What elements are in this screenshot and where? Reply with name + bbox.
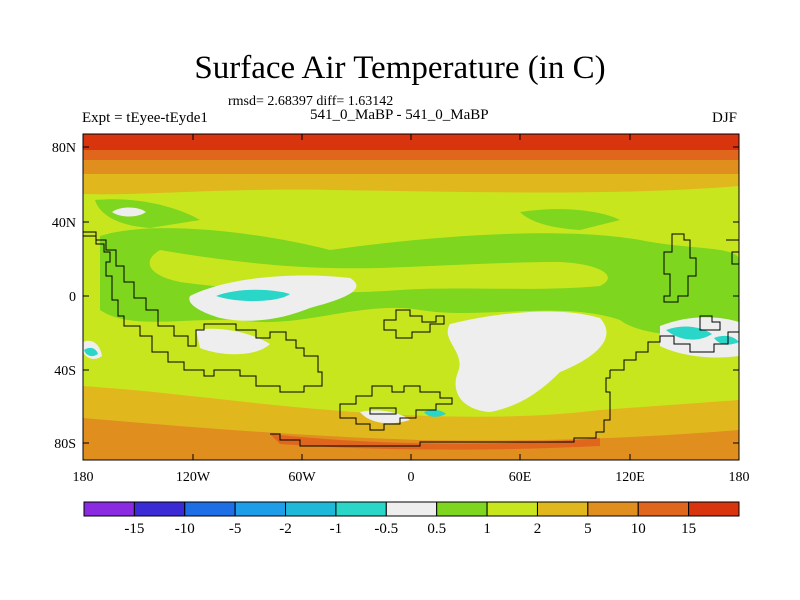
lat-tick-label: 0 — [69, 290, 76, 305]
coastline-southern-continent — [339, 385, 453, 431]
lat-tick-label: 40N — [52, 216, 76, 231]
experiment-label: Expt = tEyee-tEyde1 — [82, 110, 208, 126]
lon-tick-label: 120W — [176, 470, 211, 485]
season-label: DJF — [712, 110, 738, 126]
field-band-south-pole — [83, 418, 739, 460]
colorbar-swatch — [285, 501, 337, 517]
colorbar-label: -0.5 — [374, 521, 398, 537]
coastlines — [83, 231, 739, 447]
colorbar-label: -1 — [330, 521, 343, 537]
field-cyan-east-edge — [714, 335, 739, 345]
field-band-north-pole — [83, 134, 739, 150]
coastline-east-island — [663, 233, 697, 303]
coastline-east-edge — [726, 239, 739, 265]
colorbar-swatch — [234, 501, 287, 517]
statistics-label: rmsd= 2.68397 diff= 1.63142 — [228, 94, 394, 109]
lon-tick-label: 60E — [509, 470, 532, 485]
lon-tick-label: 120E — [615, 470, 645, 485]
colorbar-label: -15 — [124, 521, 144, 537]
field-cyan-west — [84, 347, 98, 357]
coastline-island-mid — [383, 309, 445, 339]
lon-tick-label: 180 — [73, 470, 94, 485]
field-band-arctic — [83, 150, 739, 160]
colorbar-swatch — [436, 501, 488, 517]
colorbar-label: -5 — [229, 521, 242, 537]
colorbar-label: 5 — [584, 521, 592, 537]
lon-tick-label: 0 — [408, 470, 415, 485]
field-cyan-equatorial — [216, 289, 290, 302]
lon-tick-label: 60W — [288, 470, 316, 485]
field-cyan-south — [424, 409, 446, 417]
colorbar-swatch — [335, 501, 387, 517]
lat-ticks — [83, 146, 739, 444]
coastline-south-shelf — [270, 370, 611, 447]
colorbar-label: 2 — [534, 521, 542, 537]
colorbar-swatch — [385, 501, 438, 517]
colorbar-label: 0.5 — [427, 521, 446, 537]
lat-tick-label: 40S — [54, 364, 76, 379]
lat-tick-label: 80N — [52, 141, 76, 156]
colorbar-label: -10 — [175, 521, 195, 537]
lat-tick-label: 80S — [54, 437, 76, 452]
field-green-north — [95, 199, 200, 228]
field-grey-north — [112, 207, 146, 217]
coastline-east-south — [610, 331, 739, 371]
coastline-west-continent — [83, 231, 323, 393]
colorbar — [83, 501, 740, 517]
lat-tick-labels: 80N 40N 0 40S 80S — [52, 141, 76, 452]
field-band-subarctic — [83, 160, 739, 174]
field-grey-atlantic — [447, 311, 607, 412]
colorbar-swatch — [688, 501, 740, 517]
lon-tick-labels: 180 120W 60W 0 60E 120E 180 — [73, 470, 750, 485]
run-label: 541_0_MaBP - 541_0_MaBP — [310, 107, 489, 123]
colorbar-swatch — [587, 501, 639, 517]
field-green-north-east — [520, 209, 620, 230]
lon-ticks — [192, 134, 631, 460]
coastline-east-small — [699, 315, 721, 331]
temperature-field — [83, 134, 739, 460]
colorbar-swatch — [133, 501, 186, 517]
colorbar-swatch — [83, 501, 135, 517]
colorbar-label: 1 — [483, 521, 491, 537]
colorbar-label: 10 — [631, 521, 646, 537]
colorbar-swatch — [184, 501, 236, 517]
field-band-north-mid — [83, 174, 739, 195]
colorbar-swatch — [536, 501, 589, 517]
colorbar-label: -2 — [279, 521, 292, 537]
colorbar-label: 15 — [681, 521, 696, 537]
lon-tick-label: 180 — [729, 470, 750, 485]
colorbar-swatch — [486, 501, 538, 517]
field-grey-south-west — [196, 328, 270, 355]
colorbar-swatch — [637, 501, 690, 517]
plot-title: Surface Air Temperature (in C) — [194, 50, 606, 86]
colorbar-labels: -15 -10 -5 -2 -1 -0.5 0.5 1 2 5 10 15 — [124, 521, 696, 537]
coastline-southern-inlet — [369, 407, 397, 415]
